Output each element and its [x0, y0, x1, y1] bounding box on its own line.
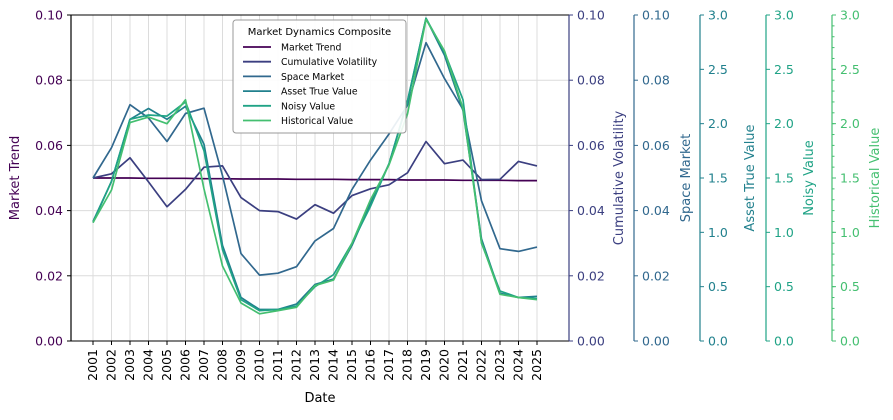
- y-tick-label-r2: 0.10: [642, 8, 670, 23]
- x-tick-label: 2020: [437, 349, 452, 381]
- x-tick-label: 2015: [344, 349, 359, 381]
- legend-entry-label: Cumulative Volatility: [281, 57, 378, 68]
- y-tick-label-left: 0.02: [35, 268, 63, 283]
- x-tick-label: 2024: [511, 349, 526, 381]
- x-tick-label: 2008: [215, 349, 230, 381]
- y-tick-label-r1: 0.02: [577, 268, 605, 283]
- y-tick-label-r5: 0.5: [840, 279, 860, 294]
- y-tick-label-r5: 1.0: [840, 225, 860, 240]
- y-tick-label-r2: 0.04: [642, 203, 670, 218]
- y-tick-label-r4: 1.5: [774, 171, 794, 186]
- y-tick-label-r5: 1.5: [840, 171, 860, 186]
- y-tick-label-r1: 0.04: [577, 203, 605, 218]
- x-tick-label: 2010: [252, 349, 267, 381]
- y-tick-label-r1: 0.06: [577, 138, 605, 153]
- y-axis-label-r3: Asset True Value: [743, 124, 758, 231]
- x-tick-label: 2017: [381, 349, 396, 381]
- y-tick-label-r5: 3.0: [840, 8, 860, 23]
- x-tick-label: 2009: [233, 349, 248, 381]
- y-axis-label-r1: Cumulative Volatility: [612, 110, 627, 245]
- x-tick-label: 2007: [196, 349, 211, 381]
- y-tick-label-r2: 0.00: [642, 334, 670, 349]
- x-tick-label: 2023: [492, 349, 507, 381]
- x-tick-label: 2003: [122, 349, 137, 381]
- x-tick-label: 2006: [178, 349, 193, 381]
- x-tick-label: 2011: [270, 349, 285, 381]
- x-tick-label: 2002: [104, 349, 119, 381]
- x-tick-label: 2014: [326, 349, 341, 381]
- y-tick-label-r4: 0.5: [774, 279, 794, 294]
- y-axis-label-r2: Space Market: [679, 134, 694, 222]
- y-tick-label-r1: 0.10: [577, 8, 605, 23]
- y-axis-label-left: Market Trend: [8, 136, 23, 220]
- legend-entry-label: Noisy Value: [281, 101, 335, 112]
- y-tick-label-left: 0.08: [35, 73, 63, 88]
- y-tick-label-r5: 0.0: [840, 334, 860, 349]
- legend-box: [232, 19, 407, 134]
- legend-entry-label: Space Market: [281, 72, 345, 83]
- x-tick-label: 2021: [455, 349, 470, 381]
- y-tick-label-r5: 2.0: [840, 116, 860, 131]
- y-axis-label-r5: Historical Value: [868, 128, 883, 229]
- y-tick-label-r3: 2.0: [708, 116, 728, 131]
- y-tick-label-r3: 1.0: [708, 225, 728, 240]
- y-tick-label-left: 0.00: [35, 334, 63, 349]
- y-tick-label-r3: 0.0: [708, 334, 728, 349]
- y-tick-label-r4: 1.0: [774, 225, 794, 240]
- legend-title: Market Dynamics Composite: [248, 27, 391, 38]
- y-tick-label-r4: 2.5: [774, 62, 794, 77]
- y-tick-label-r2: 0.08: [642, 73, 670, 88]
- y-tick-label-r3: 0.5: [708, 279, 728, 294]
- x-tick-label: 2022: [474, 349, 489, 381]
- x-axis-label: Date: [304, 391, 335, 406]
- legend-entry-label: Historical Value: [281, 116, 353, 127]
- legend-entry-label: Asset True Value: [281, 87, 358, 98]
- x-tick-label: 2005: [159, 349, 174, 381]
- y-axis-label-r4: Noisy Value: [802, 140, 817, 216]
- y-tick-label-r3: 3.0: [708, 8, 728, 23]
- y-tick-label-left: 0.04: [35, 203, 63, 218]
- x-tick-label: 2025: [529, 349, 544, 381]
- y-tick-label-r3: 2.5: [708, 62, 728, 77]
- y-tick-label-left: 0.06: [35, 138, 63, 153]
- x-tick-label: 2018: [400, 349, 415, 381]
- series-line-historical-value: [92, 18, 538, 315]
- y-tick-label-r2: 0.02: [642, 268, 670, 283]
- y-tick-label-r5: 2.5: [840, 62, 860, 77]
- x-tick-label: 2016: [363, 349, 378, 381]
- x-tick-label: 2019: [418, 349, 433, 381]
- x-tick-label: 2012: [289, 349, 304, 381]
- x-tick-label: 2001: [85, 349, 100, 381]
- legend-entry-label: Market Trend: [281, 43, 341, 54]
- y-tick-label-left: 0.10: [35, 8, 63, 23]
- y-tick-label-r1: 0.08: [577, 73, 605, 88]
- y-tick-label-r2: 0.06: [642, 138, 670, 153]
- y-tick-label-r3: 1.5: [708, 171, 728, 186]
- series-line-cumulative-volatility: [92, 140, 538, 220]
- y-tick-label-r4: 2.0: [774, 116, 794, 131]
- y-tick-label-r4: 0.0: [774, 334, 794, 349]
- series-line-market-trend: [93, 177, 537, 182]
- y-tick-label-r1: 0.00: [577, 334, 605, 349]
- x-tick-label: 2013: [307, 349, 322, 381]
- y-tick-label-r4: 3.0: [774, 8, 794, 23]
- x-tick-label: 2004: [141, 349, 156, 381]
